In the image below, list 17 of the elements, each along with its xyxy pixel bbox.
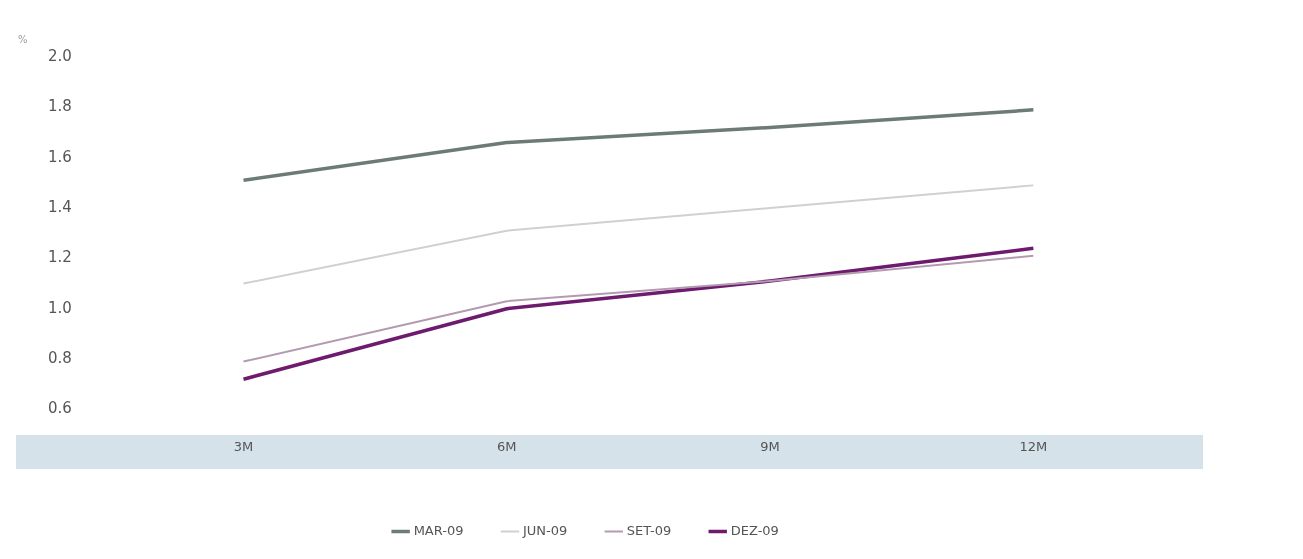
legend-label: SET-09 [626,522,672,538]
x-tick-label: 3M [233,438,254,454]
y-axis-title: % [18,33,28,45]
y-tick-label: 1.8 [48,97,72,116]
legend-label: MAR-09 [413,522,464,538]
y-tick-label: 0.6 [48,399,72,418]
legend-label: JUN-09 [521,522,568,538]
y-tick-label: 1.6 [48,147,72,166]
y-tick-label: 1.0 [48,298,72,317]
y-tick-label: 0.8 [48,348,72,367]
legend-label: DEZ-09 [730,522,779,538]
y-tick-label: 1.2 [48,248,72,267]
y-tick-label: 1.4 [48,197,72,216]
y-tick-label: 2.0 [48,46,72,65]
x-tick-label: 6M [497,438,517,454]
x-tick-label: 9M [760,438,780,454]
x-tick-label: 12M [1019,438,1048,454]
